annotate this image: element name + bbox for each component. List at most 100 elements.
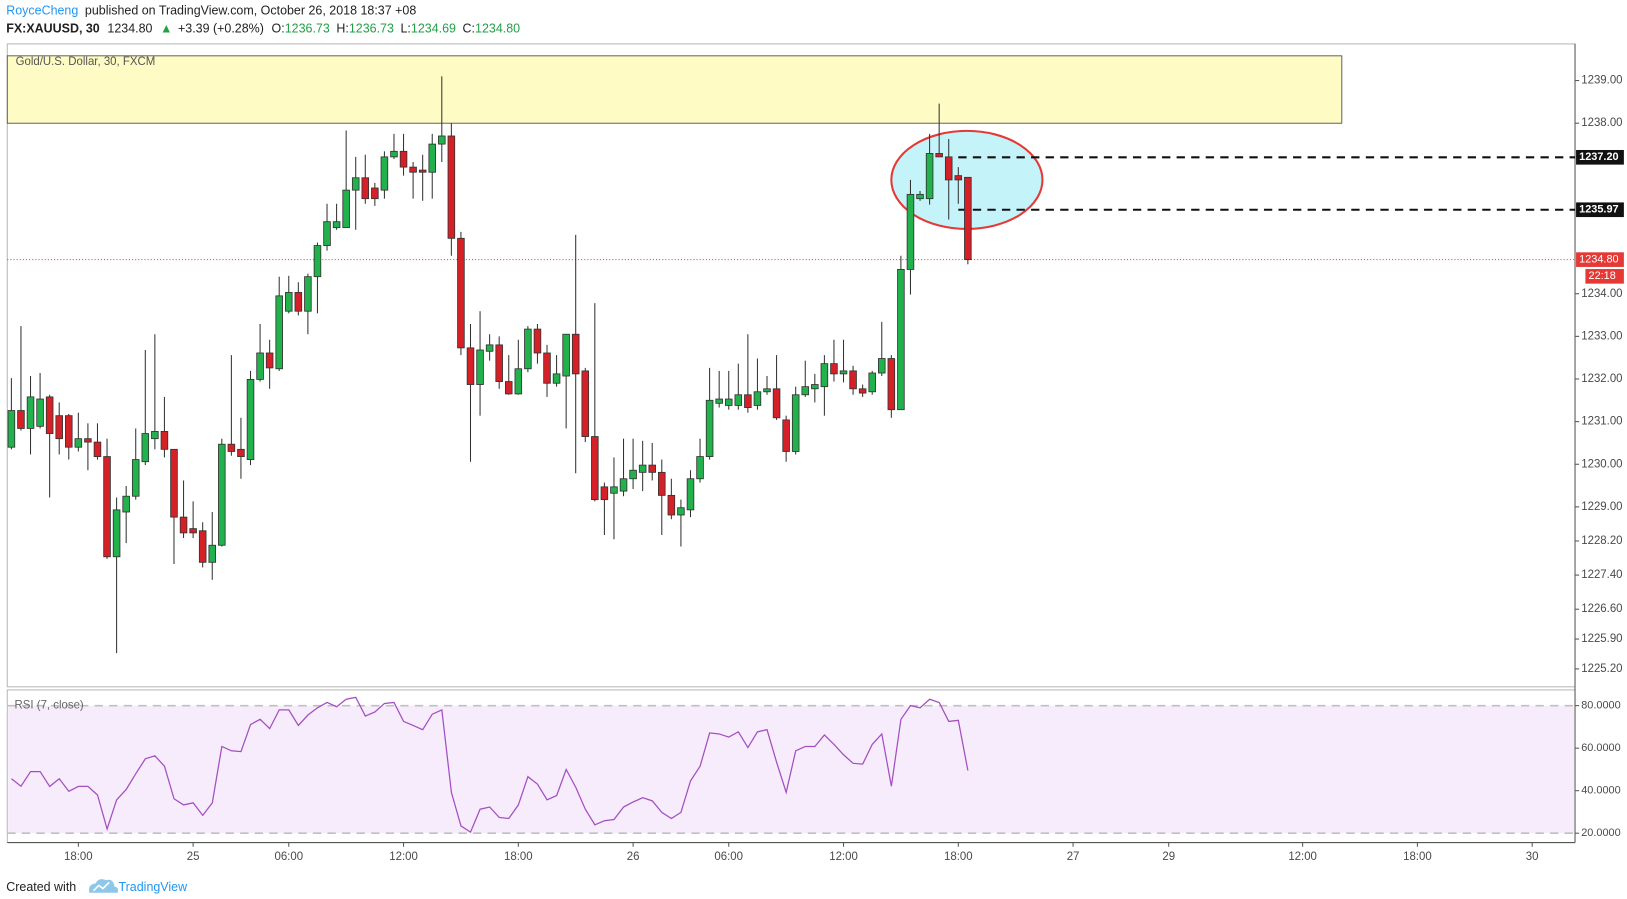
candle-body	[160, 431, 169, 450]
candle-body	[237, 448, 245, 457]
ohlc-label: O:	[272, 22, 285, 36]
candle-body	[753, 391, 762, 406]
candle-body	[208, 544, 217, 563]
x-tick-label: 18:00	[1403, 851, 1432, 863]
y-tick-label: 80.0000	[1581, 700, 1620, 712]
candle-body	[265, 352, 274, 369]
x-tick-label: 12:00	[829, 851, 858, 863]
level-tag	[1576, 202, 1624, 218]
x-tick-label: 30	[1526, 851, 1539, 863]
x-tick-label: 18:00	[944, 851, 973, 863]
candle-body	[84, 438, 92, 443]
candle-body	[734, 394, 743, 406]
candle-body	[409, 166, 417, 173]
ohlc-label: C:	[463, 22, 475, 36]
candle-body	[887, 358, 896, 411]
x-tick-label: 27	[1067, 851, 1080, 863]
candle-body	[744, 394, 752, 408]
change: +3.39 (+0.28%)	[178, 22, 264, 36]
candle-body	[552, 373, 561, 384]
candle-body	[65, 415, 73, 448]
candle-body	[246, 378, 255, 460]
countdown-tag	[1585, 269, 1624, 284]
candle-body	[131, 459, 140, 497]
y-tick-label: 1225.20	[1581, 663, 1622, 675]
x-tick-label: 12:00	[389, 851, 418, 863]
candle-body	[858, 388, 867, 394]
candle-body	[571, 333, 580, 375]
ohlc-value: 1236.73	[349, 22, 394, 36]
candle-body	[380, 156, 389, 191]
candle-body	[648, 464, 656, 473]
candle-body	[170, 448, 178, 518]
candle-body	[686, 478, 695, 511]
candle-body	[811, 384, 819, 390]
y-tick-label: 1227.40	[1581, 569, 1622, 581]
y-tick-label: 20.0000	[1581, 827, 1620, 839]
x-tick-label: 18:00	[64, 851, 93, 863]
footer-brand[interactable]: TradingView	[119, 880, 189, 894]
price: 1234.80	[107, 22, 152, 36]
candle-body	[198, 530, 207, 563]
candle-body	[342, 189, 350, 229]
y-tick-label: 1232.00	[1581, 373, 1622, 385]
y-tick-label: 1226.60	[1581, 603, 1622, 615]
last-price-tag	[1576, 252, 1624, 267]
candle-body	[74, 438, 83, 448]
candle-body	[447, 135, 456, 239]
candle-body	[399, 150, 408, 168]
candle-body	[428, 143, 436, 173]
candle-body	[7, 410, 16, 448]
y-tick-label: 1229.00	[1581, 501, 1622, 513]
candle-body	[457, 237, 465, 349]
published: published on TradingView.com, October 26…	[85, 4, 416, 18]
candle-body	[667, 494, 676, 516]
candle-body	[696, 456, 704, 480]
candle-body	[55, 415, 63, 440]
candle-body	[36, 398, 44, 427]
tradingview-logo	[88, 879, 119, 893]
candle-body	[524, 328, 532, 370]
candle-body	[629, 469, 637, 480]
candle-body	[418, 169, 427, 173]
candle-body	[763, 388, 771, 393]
candle-body	[591, 436, 599, 501]
x-tick-label: 12:00	[1288, 851, 1317, 863]
author[interactable]: RoyceCheng	[6, 4, 78, 18]
candle-body	[658, 471, 666, 496]
candle-body	[820, 363, 829, 388]
candle-body	[782, 419, 790, 452]
footer-created: Created with	[6, 880, 76, 894]
level-tag	[1576, 149, 1624, 165]
candle-body	[906, 193, 915, 270]
ohlc-value: 1236.73	[285, 22, 330, 36]
countdown-label: 22:18	[1589, 270, 1616, 282]
candle-body	[141, 433, 150, 463]
y-tick-label: 1238.00	[1581, 117, 1622, 129]
arrow: ▲	[160, 22, 172, 36]
candle-body	[218, 443, 226, 546]
candle-body	[543, 352, 551, 384]
y-tick-label: 1233.00	[1581, 330, 1622, 342]
ohlc-value: 1234.69	[411, 22, 456, 36]
candle-body	[964, 176, 972, 261]
candle-body	[562, 333, 570, 377]
candle-body	[878, 358, 886, 374]
ohlc-value: 1234.80	[475, 22, 520, 36]
candle-body	[332, 221, 341, 229]
candle-body	[600, 486, 609, 501]
candle-body	[476, 349, 484, 385]
candle-body	[323, 221, 331, 246]
ohlc-label: L:	[400, 22, 410, 36]
candle-body	[944, 156, 953, 181]
candle-body	[122, 495, 130, 513]
candle-body	[638, 464, 647, 473]
candle-body	[227, 443, 236, 452]
candle-body	[112, 509, 121, 558]
zone-label: Gold/U.S. Dollar, 30, FXCM	[16, 56, 156, 68]
candle-body	[93, 441, 102, 457]
y-tick-label: 1231.00	[1581, 416, 1622, 428]
candle-body	[677, 507, 685, 516]
candle-body	[925, 153, 934, 200]
candle-body	[533, 328, 542, 354]
